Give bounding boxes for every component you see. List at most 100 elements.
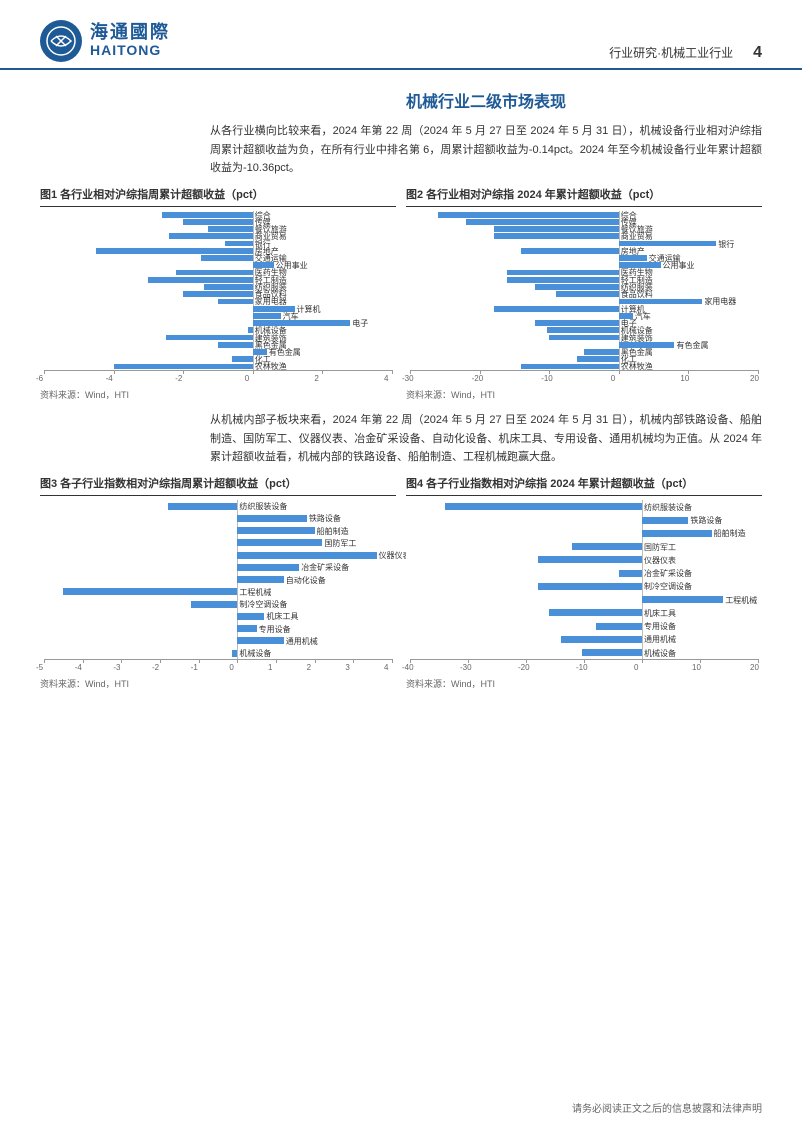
bar bbox=[494, 233, 619, 239]
chart-2: 图2 各行业相对沪综指 2024 年累计超额收益（pct） -30-20-100… bbox=[406, 186, 762, 401]
bar-label: 工程机械 bbox=[725, 595, 757, 606]
bar bbox=[572, 543, 642, 550]
page-header: 海通國際 HAITONG 行业研究·机械工业行业 4 bbox=[0, 0, 802, 70]
bar bbox=[237, 527, 314, 534]
bar-label: 有色金属 bbox=[676, 340, 708, 351]
logo-text-en: HAITONG bbox=[90, 43, 170, 58]
bar-label: 纺织服装设备 bbox=[644, 502, 692, 513]
bar bbox=[201, 255, 253, 261]
bar-label: 专用设备 bbox=[644, 621, 676, 632]
bar bbox=[642, 530, 712, 537]
chart-2-source: 资料来源：Wind，HTI bbox=[406, 388, 762, 401]
logo: 海通國際 HAITONG bbox=[40, 20, 170, 62]
bar bbox=[225, 241, 253, 247]
chart-2-area: -30-20-1001020综合传媒餐饮旅游商业贸易银行房地产交通运输公用事业医… bbox=[406, 206, 762, 386]
bar-label: 通用机械 bbox=[644, 634, 676, 645]
bar bbox=[582, 649, 642, 656]
bar bbox=[148, 277, 252, 283]
bar bbox=[248, 327, 253, 333]
bar-label: 有色金属 bbox=[269, 347, 301, 358]
chart-3-title: 图3 各子行业指数相对沪综指周累计超额收益（pct） bbox=[40, 475, 396, 491]
bar bbox=[237, 625, 256, 632]
chart-3-source: 资料来源：Wind，HTI bbox=[40, 677, 396, 690]
bar bbox=[494, 226, 619, 232]
bar-label: 专用设备 bbox=[259, 624, 291, 635]
bar bbox=[183, 291, 253, 297]
bar bbox=[535, 320, 619, 326]
bar-label: 农林牧渔 bbox=[255, 361, 287, 372]
bar bbox=[114, 364, 253, 370]
bar-label: 汽车 bbox=[635, 311, 651, 322]
bar-label: 冶金矿采设备 bbox=[644, 568, 692, 579]
chart-4-title: 图4 各子行业指数相对沪综指 2024 年累计超额收益（pct） bbox=[406, 475, 762, 491]
breadcrumb: 行业研究·机械工业行业 bbox=[609, 44, 733, 61]
bar-label: 工程机械 bbox=[239, 587, 271, 598]
bar bbox=[168, 503, 238, 510]
bar bbox=[596, 623, 642, 630]
bar bbox=[547, 327, 619, 333]
bar bbox=[619, 570, 642, 577]
bar bbox=[521, 248, 618, 254]
bar bbox=[237, 637, 283, 644]
charts-row-1: 图1 各行业相对沪综指周累计超额收益（pct） -6-4-2024综合传媒餐饮旅… bbox=[40, 186, 762, 401]
bar bbox=[208, 226, 253, 232]
bar-label: 纺织服装设备 bbox=[239, 501, 287, 512]
bar-label: 银行 bbox=[718, 239, 734, 250]
bar bbox=[169, 233, 253, 239]
bar-label: 公用事业 bbox=[663, 260, 695, 271]
bar-label: 计算机 bbox=[297, 304, 321, 315]
logo-icon bbox=[40, 20, 82, 62]
chart-1-source: 资料来源：Wind，HTI bbox=[40, 388, 396, 401]
bar bbox=[63, 588, 237, 595]
bar-label: 国防军工 bbox=[324, 538, 356, 549]
bar bbox=[556, 291, 619, 297]
bar bbox=[445, 503, 642, 510]
chart-1-title: 图1 各行业相对沪综指周累计超额收益（pct） bbox=[40, 186, 396, 202]
chart-4-area: -40-30-20-1001020纺织服装设备铁路设备船舶制造国防军工仪器仪表冶… bbox=[406, 495, 762, 675]
bar bbox=[176, 270, 253, 276]
bar bbox=[96, 248, 253, 254]
bar bbox=[183, 219, 253, 225]
charts-row-2: 图3 各子行业指数相对沪综指周累计超额收益（pct） -5-4-3-2-1012… bbox=[40, 475, 762, 690]
chart-1-area: -6-4-2024综合传媒餐饮旅游商业贸易银行房地产交通运输公用事业医药生物轻工… bbox=[40, 206, 396, 386]
bar-label: 冶金矿采设备 bbox=[301, 562, 349, 573]
bar bbox=[232, 356, 253, 362]
bar bbox=[507, 270, 618, 276]
bar-label: 电子 bbox=[352, 318, 368, 329]
bar bbox=[535, 284, 619, 290]
chart-4-source: 资料来源：Wind，HTI bbox=[406, 677, 762, 690]
bar bbox=[642, 517, 688, 524]
bar-label: 家用电器 bbox=[704, 296, 736, 307]
main-content: 机械行业二级市场表现 从各行业横向比较来看，2024 年第 22 周（2024 … bbox=[0, 70, 802, 690]
bar-label: 船舶制造 bbox=[714, 528, 746, 539]
bar bbox=[218, 299, 253, 305]
bar bbox=[218, 342, 253, 348]
chart-3: 图3 各子行业指数相对沪综指周累计超额收益（pct） -5-4-3-2-1012… bbox=[40, 475, 396, 690]
bar bbox=[237, 539, 322, 546]
bar bbox=[561, 636, 642, 643]
chart-3-area: -5-4-3-2-101234纺织服装设备铁路设备船舶制造国防军工仪器仪表冶金矿… bbox=[40, 495, 396, 675]
chart-1: 图1 各行业相对沪综指周累计超额收益（pct） -6-4-2024综合传媒餐饮旅… bbox=[40, 186, 396, 401]
footer-text: 请务必阅读正文之后的信息披露和法律声明 bbox=[572, 1100, 762, 1115]
bar bbox=[466, 219, 619, 225]
bar bbox=[577, 356, 619, 362]
bar bbox=[549, 609, 642, 616]
bar bbox=[521, 364, 618, 370]
bar bbox=[237, 613, 264, 620]
bar-label: 机床工具 bbox=[644, 608, 676, 619]
bar bbox=[237, 564, 299, 571]
bar bbox=[549, 335, 619, 341]
bar-label: 船舶制造 bbox=[317, 526, 349, 537]
chart-4: 图4 各子行业指数相对沪综指 2024 年累计超额收益（pct） -40-30-… bbox=[406, 475, 762, 690]
bar-label: 国防军工 bbox=[644, 542, 676, 553]
chart-2-title: 图2 各行业相对沪综指 2024 年累计超额收益（pct） bbox=[406, 186, 762, 202]
bar bbox=[237, 576, 283, 583]
bar bbox=[642, 596, 723, 603]
logo-text-cn: 海通國際 bbox=[90, 23, 170, 43]
bar bbox=[191, 601, 237, 608]
bar-label: 机械设备 bbox=[239, 648, 271, 659]
bar bbox=[204, 284, 253, 290]
bar bbox=[538, 583, 642, 590]
bar-label: 通用机械 bbox=[286, 636, 318, 647]
bar-label: 铁路设备 bbox=[690, 515, 722, 526]
